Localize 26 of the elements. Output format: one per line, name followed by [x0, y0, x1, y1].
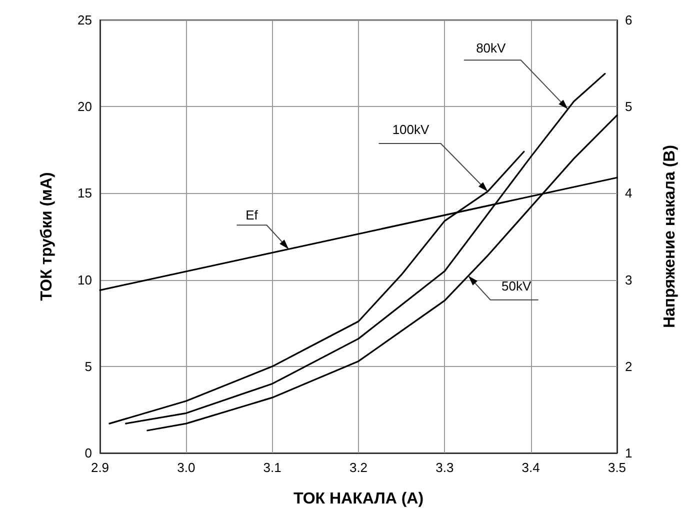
y2-tick-label: 1 [625, 446, 632, 460]
y2-tick-label: 4 [625, 186, 632, 201]
y-axis-title: ТОК трубки (мА) [38, 172, 56, 301]
y2-tick-label: 5 [625, 99, 632, 114]
y-tick-label: 10 [78, 272, 92, 288]
y2-tick-label: 3 [625, 272, 632, 288]
x-tick-label: 3.3 [436, 460, 454, 475]
legend-label: 50kV [502, 278, 532, 294]
y-tick-label: 25 [78, 12, 92, 28]
x-tick-label: 3.2 [349, 460, 368, 475]
y2-axis-title: Напряжение накала (В) [662, 144, 678, 328]
x-tick-label: 2.9 [90, 460, 110, 475]
y-tick-label: 5 [84, 358, 92, 374]
x-tick-label: 3.5 [608, 460, 626, 475]
text: Ef [246, 208, 258, 223]
x-tick-label: 3.4 [522, 460, 540, 475]
y2-tick-label: 6 [625, 12, 632, 28]
y-tick-label: 0 [84, 446, 92, 460]
text: 100kV [392, 122, 430, 137]
x-axis-title: ТОК НАКАЛА (А) [293, 490, 424, 508]
x-tick-label: 3.0 [177, 460, 196, 475]
text: 80kV [476, 40, 506, 56]
y2-tick-label: 2 [625, 358, 632, 374]
y-tick-label: 20 [78, 99, 92, 114]
y-tick-label: 15 [78, 186, 92, 201]
x-tick-label: 3.1 [263, 460, 282, 475]
